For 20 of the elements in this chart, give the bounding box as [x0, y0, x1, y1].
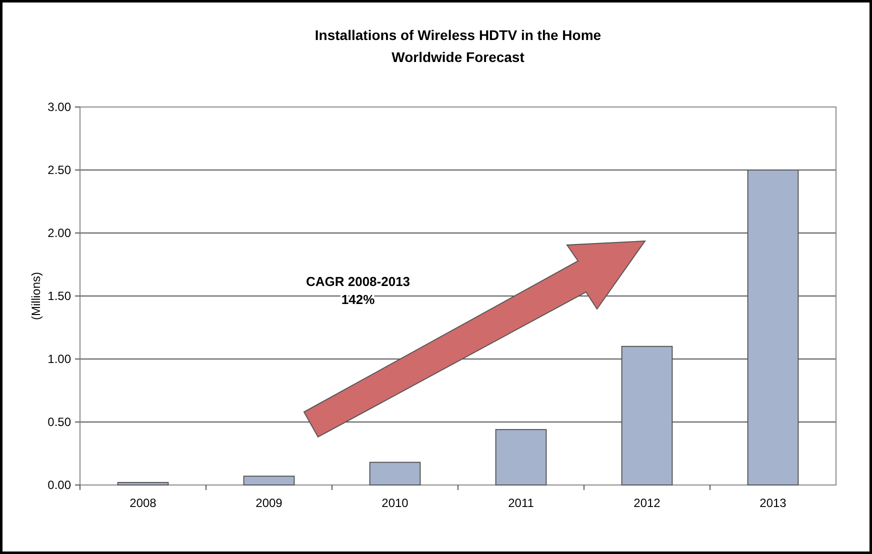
x-tick-label: 2013 — [760, 496, 787, 510]
x-tick-label: 2009 — [256, 496, 283, 510]
y-tick-label: 0.00 — [48, 478, 72, 492]
bar — [117, 482, 169, 486]
x-tick-label: 2010 — [382, 496, 409, 510]
x-tick-label: 2012 — [634, 496, 661, 510]
y-tick-label: 3.00 — [48, 100, 72, 114]
y-tick-label: 1.50 — [48, 289, 72, 304]
y-tick-label: 0.50 — [48, 415, 72, 430]
bar — [243, 476, 295, 486]
bar — [369, 462, 421, 486]
chart-title: Installations of Wireless HDTV in the Home Worldwide Forecast — [314, 27, 602, 65]
y-axis-title: (Millions) — [29, 272, 43, 320]
y-tick-label: 2.50 — [48, 163, 72, 178]
x-tick-label: 2008 — [130, 496, 157, 510]
y-tick-label: 1.00 — [48, 352, 72, 366]
x-tick-label: 2011 — [508, 496, 534, 510]
bar — [495, 429, 547, 486]
y-tick-label: 2.00 — [48, 226, 72, 240]
annotation: CAGR 2008-2013 142% — [306, 274, 410, 307]
